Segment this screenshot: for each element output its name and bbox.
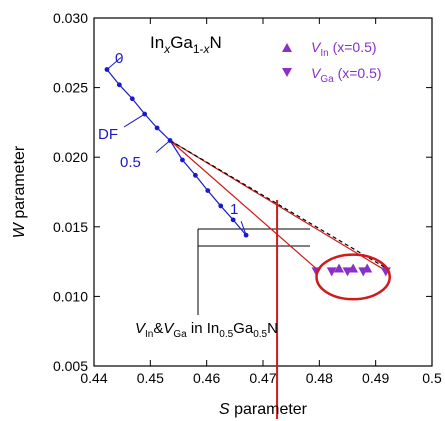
defect-free-point	[205, 188, 211, 194]
defect-free-points	[104, 67, 249, 238]
compound-title: InxGa1-xN	[150, 33, 222, 56]
label-x0: 0	[115, 50, 123, 67]
x-tick-label: 0.47	[249, 370, 276, 386]
x-tick-label: 0.49	[362, 370, 389, 386]
defect-free-line	[106, 69, 247, 236]
tick-x1	[240, 220, 247, 236]
label-x05: 0.5	[120, 154, 141, 171]
y-axis: 0.005 0.010 0.015 0.020 0.025 0.030	[53, 10, 432, 374]
x-tick-label: 0.44	[80, 370, 107, 386]
defect-free-point	[218, 203, 224, 209]
highlight-ellipse	[315, 253, 391, 301]
defect-free-point	[154, 125, 160, 131]
composition-ticks	[106, 57, 247, 236]
compound-ga: Ga	[170, 33, 193, 52]
inset-label: VIn&VGa in In0.5Ga0.5N	[135, 320, 278, 340]
compound-x2: x	[203, 42, 211, 56]
y-tick-label: 0.030	[53, 10, 88, 26]
defect-free-point	[180, 157, 185, 163]
label-df: DF	[98, 126, 118, 143]
x-tick-label: 0.46	[193, 370, 220, 386]
vin-point	[334, 263, 345, 273]
y-axis-title: W parameter	[11, 145, 28, 238]
y-tick-label: 0.015	[53, 219, 88, 235]
fan-line-dashed	[169, 139, 388, 270]
compound-in: In	[150, 33, 164, 52]
defect-free-point	[193, 172, 198, 178]
compound-sub-1: 1-	[193, 42, 204, 56]
defect-free-point	[230, 217, 236, 223]
inset-box	[197, 228, 310, 315]
x-axis-title: S parameter	[219, 401, 308, 418]
legend-marker-vin	[282, 43, 292, 52]
fan-lines	[169, 139, 388, 272]
defect-free-point	[129, 96, 135, 102]
tick-df	[123, 113, 145, 128]
y-tick-label: 0.025	[53, 80, 88, 96]
tick-x0	[106, 57, 122, 70]
vga-point	[358, 267, 369, 277]
x-tick-label: 0.48	[306, 370, 333, 386]
y-tick-label: 0.020	[53, 149, 88, 165]
fan-line-red	[169, 140, 320, 272]
legend-label-vin: VIn (x=0.5)	[311, 39, 377, 59]
y-tick-label: 0.010	[53, 288, 88, 304]
x-tick-label: 0.45	[137, 370, 164, 386]
y-tick-label: 0.005	[53, 358, 88, 374]
compound-n: N	[210, 33, 222, 52]
legend-marker-vga	[282, 68, 292, 77]
legend: VIn (x=0.5) VGa (x=0.5)	[282, 39, 382, 85]
vga-point	[326, 267, 337, 277]
defect-free-point	[142, 111, 148, 117]
x-tick-label: 0.5	[422, 370, 442, 386]
defect-free-point	[243, 232, 249, 238]
vga-point	[342, 267, 353, 277]
x-axis: 0.44 0.45 0.46 0.47 0.48 0.49 0.5	[80, 18, 442, 386]
compound-x1: x	[163, 42, 171, 56]
tick-x05	[155, 140, 171, 153]
legend-label-vga: VGa (x=0.5)	[311, 65, 382, 85]
defect-free-point	[116, 82, 122, 88]
label-x1: 1	[230, 201, 238, 218]
